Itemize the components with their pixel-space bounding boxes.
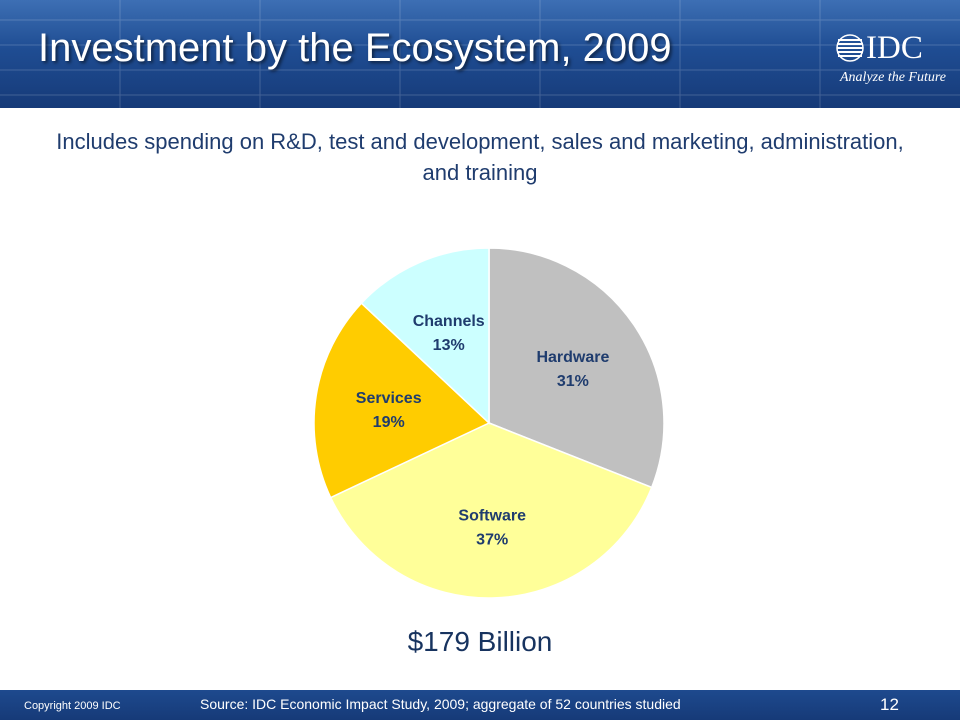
page-number: 12 — [880, 695, 899, 714]
slide-subtitle: Includes spending on R&D, test and devel… — [56, 129, 904, 185]
slice-value-software: 37% — [476, 531, 508, 548]
slide-header: Investment by the Ecosystem, 2009 IDC An… — [0, 0, 960, 108]
slice-label-software: Software — [458, 507, 526, 524]
logo-tagline: Analyze the Future — [840, 70, 947, 85]
slice-label-services: Services — [356, 390, 422, 407]
pie-slice-hardware — [488, 247, 665, 489]
slice-label-channels: Channels — [413, 313, 485, 330]
pie-slice-services — [313, 302, 491, 499]
globe-icon — [836, 34, 864, 62]
slide-footer: Copyright 2009 IDC Source: IDC Economic … — [0, 690, 960, 720]
slice-value-channels: 13% — [433, 337, 465, 354]
pie-chart: Hardware 31% Software 37% Services 19% Channel… — [313, 247, 665, 599]
logo-text: IDC — [866, 30, 923, 66]
copyright-text: Copyright 2009 IDC — [24, 700, 121, 712]
idc-logo: IDC Analyze the Future — [836, 30, 948, 92]
header-grid-pattern — [0, 0, 960, 108]
source-text: Source: IDC Economic Impact Study, 2009;… — [200, 696, 681, 712]
slice-label-hardware: Hardware — [536, 349, 609, 366]
pie-slice-channels — [360, 247, 490, 425]
slice-value-services: 19% — [373, 414, 405, 431]
total-value: $179 Billion — [407, 626, 553, 657]
pie-slice-software — [329, 422, 653, 599]
slice-value-hardware: 31% — [557, 373, 589, 390]
slide-title: Investment by the Ecosystem, 2009 — [38, 26, 672, 70]
